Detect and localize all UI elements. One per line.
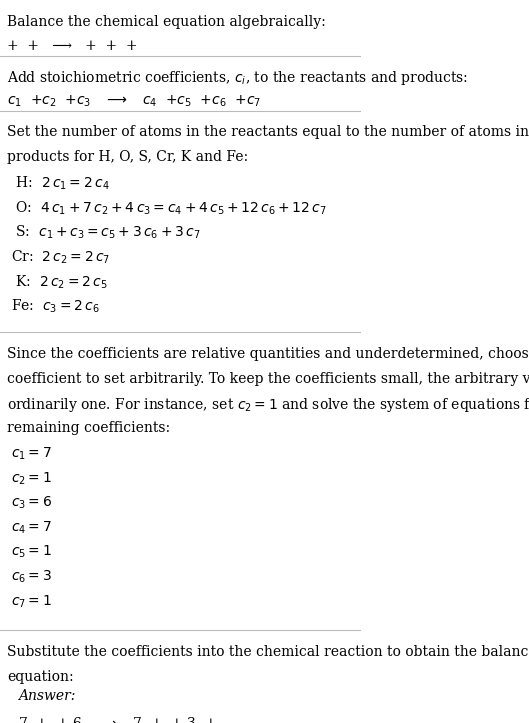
- Text: $c_1 = 7$: $c_1 = 7$: [11, 445, 52, 462]
- Text: S:  $c_1 + c_3 = c_5 + 3\,c_6 + 3\,c_7$: S: $c_1 + c_3 = c_5 + 3\,c_6 + 3\,c_7$: [11, 224, 200, 241]
- Text: Substitute the coefficients into the chemical reaction to obtain the balanced: Substitute the coefficients into the che…: [7, 645, 529, 659]
- Text: Since the coefficients are relative quantities and underdetermined, choose a: Since the coefficients are relative quan…: [7, 347, 529, 361]
- Text: $c_5 = 1$: $c_5 = 1$: [11, 544, 52, 560]
- Text: remaining coefficients:: remaining coefficients:: [7, 421, 170, 435]
- Text: $c_1$  $+c_2$  $+c_3$   $\longrightarrow$   $c_4$  $+c_5$  $+c_6$  $+c_7$: $c_1$ $+c_2$ $+c_3$ $\longrightarrow$ $c…: [7, 93, 261, 109]
- Text: $c_4 = 7$: $c_4 = 7$: [11, 519, 52, 536]
- Text: K:  $2\,c_2 = 2\,c_5$: K: $2\,c_2 = 2\,c_5$: [11, 273, 107, 291]
- Text: equation:: equation:: [7, 669, 74, 683]
- Text: H:  $2\,c_1 = 2\,c_4$: H: $2\,c_1 = 2\,c_4$: [11, 175, 110, 192]
- Text: $c_3 = 6$: $c_3 = 6$: [11, 495, 52, 511]
- Text: O:  $4\,c_1 + 7\,c_2 + 4\,c_3 = c_4 + 4\,c_5 + 12\,c_6 + 12\,c_7$: O: $4\,c_1 + 7\,c_2 + 4\,c_3 = c_4 + 4\,…: [11, 200, 327, 217]
- Text: +  +   ⟶   +  +  +: + + ⟶ + + +: [7, 39, 138, 54]
- Text: Set the number of atoms in the reactants equal to the number of atoms in the: Set the number of atoms in the reactants…: [7, 125, 529, 140]
- Text: ordinarily one. For instance, set $c_2 = 1$ and solve the system of equations fo: ordinarily one. For instance, set $c_2 =…: [7, 396, 529, 414]
- Text: $c_7 = 1$: $c_7 = 1$: [11, 593, 52, 609]
- Text: 7  +  + 6   $\longrightarrow$   7  +  + 3  +: 7 + + 6 $\longrightarrow$ 7 + + 3 +: [18, 716, 218, 723]
- Text: products for H, O, S, Cr, K and Fe:: products for H, O, S, Cr, K and Fe:: [7, 150, 248, 164]
- Text: coefficient to set arbitrarily. To keep the coefficients small, the arbitrary va: coefficient to set arbitrarily. To keep …: [7, 372, 529, 385]
- Text: Answer:: Answer:: [18, 689, 76, 703]
- Text: Add stoichiometric coefficients, $c_i$, to the reactants and products:: Add stoichiometric coefficients, $c_i$, …: [7, 69, 468, 87]
- Text: Cr:  $2\,c_2 = 2\,c_7$: Cr: $2\,c_2 = 2\,c_7$: [11, 249, 110, 266]
- Text: $c_6 = 3$: $c_6 = 3$: [11, 568, 52, 585]
- Text: $c_2 = 1$: $c_2 = 1$: [11, 470, 52, 487]
- Text: Fe:  $c_3 = 2\,c_6$: Fe: $c_3 = 2\,c_6$: [11, 298, 99, 315]
- FancyBboxPatch shape: [4, 677, 212, 723]
- Text: Balance the chemical equation algebraically:: Balance the chemical equation algebraica…: [7, 14, 326, 29]
